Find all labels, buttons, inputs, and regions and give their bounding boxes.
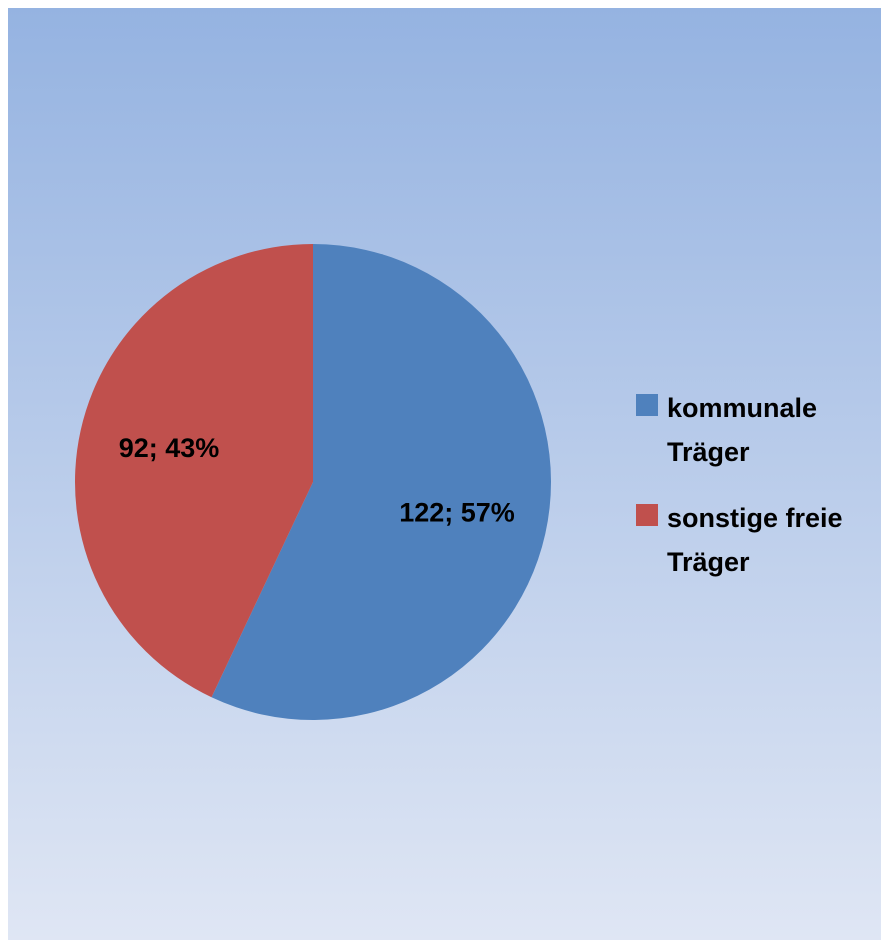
chart: 122; 57% 92; 43% <box>74 244 551 720</box>
data-label: 122; 57% <box>399 497 515 527</box>
legend-label: kommunale Träger <box>667 393 818 467</box>
legend-label: sonstige freie Träger <box>667 503 843 577</box>
data-label: 92; 43% <box>119 433 220 463</box>
legend-swatch <box>636 394 658 416</box>
pie-slice <box>74 244 313 698</box>
legend-swatch <box>636 504 658 526</box>
pie-slice <box>211 244 551 720</box>
chart-area: 122; 57% 92; 43% kommunale Träger sonstige… <box>8 8 881 940</box>
